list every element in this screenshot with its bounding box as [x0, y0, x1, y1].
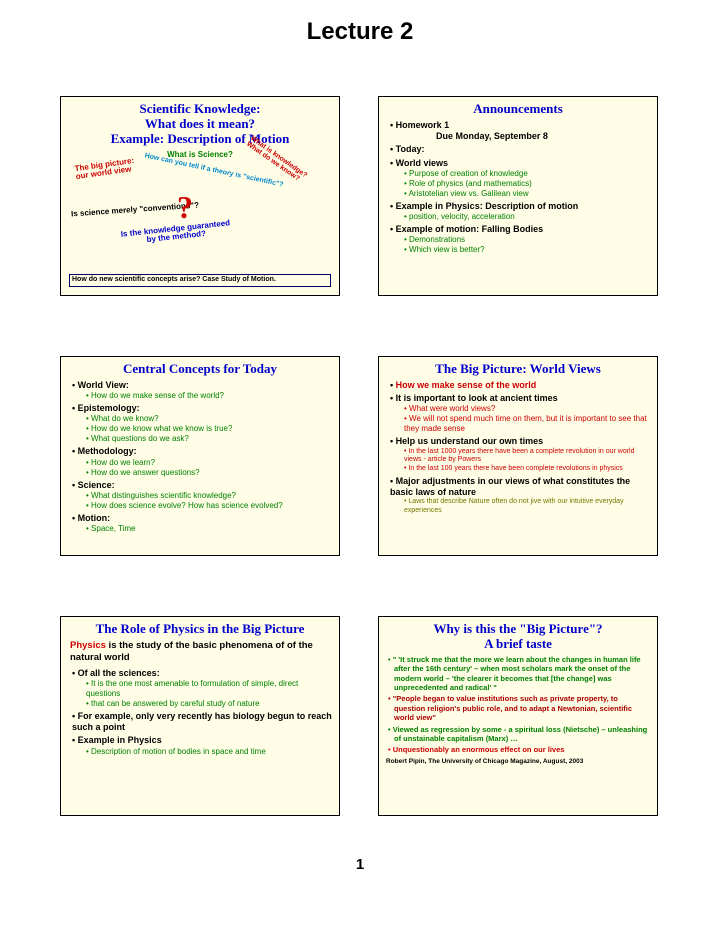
slide-6: Why is this the "Big Picture"? A brief t…: [378, 616, 658, 816]
s4-b2: Help us understand our own times: [390, 436, 650, 447]
s5-lead: Physics is the study of the basic phenom…: [70, 640, 330, 664]
s5-b3a: Description of motion of bodies in space…: [86, 747, 332, 757]
s5-b1b: that can be answered by careful study of…: [86, 699, 332, 709]
s3-sc: Science:: [72, 480, 332, 491]
s3-mo1: Space, Time: [86, 524, 332, 534]
s4-b2b: In the last 100 years there have been co…: [404, 465, 650, 474]
s2-wv2: Role of physics (and mathematics): [404, 179, 650, 189]
s3-ep2: How do we know what we know is true?: [86, 424, 332, 434]
s3-wv: World View:: [72, 380, 332, 391]
s5-lead-a: Physics: [70, 640, 106, 651]
slide5-title: The Role of Physics in the Big Picture: [68, 622, 332, 637]
s3-ep3: What questions do we ask?: [86, 434, 332, 444]
s5-b2: For example, only very recently has biol…: [72, 711, 332, 734]
s3-me2: How do we answer questions?: [86, 468, 332, 478]
slide-4: The Big Picture: World Views How we make…: [378, 356, 658, 556]
s4-b1a: What were world views?: [404, 404, 650, 414]
s6-cite: Robert Pipin, The University of Chicago …: [386, 758, 650, 766]
s3-wv1: How do we make sense of the world?: [86, 391, 332, 401]
s4-b1: It is important to look at ancient times: [390, 393, 650, 404]
s6-r2: • Unquestionably an enormous effect on o…: [394, 745, 650, 754]
slide-2: Announcements Homework 1 Due Monday, Sep…: [378, 96, 658, 296]
s3-ep1: What do we know?: [86, 414, 332, 424]
slide-1: Scientific Knowledge: What does it mean?…: [60, 96, 340, 296]
s2-fb1: Demonstrations: [404, 235, 650, 245]
question-mark-icon: ?: [177, 187, 193, 227]
slide-grid: Scientific Knowledge: What does it mean?…: [60, 96, 660, 816]
s2-ex: Example in Physics: Description of motio…: [390, 201, 650, 212]
s5-b1a: It is the one most amenable to formulati…: [86, 679, 332, 699]
page-title: Lecture 2: [60, 18, 660, 46]
s4-b3: Major adjustments in our views of what c…: [390, 476, 650, 499]
s2-hwdue: Due Monday, September 8: [436, 131, 650, 142]
slide-5: The Role of Physics in the Big Picture P…: [60, 616, 340, 816]
s2-hw: Homework 1: [390, 120, 650, 131]
slide6-title: Why is this the "Big Picture"? A brief t…: [386, 622, 650, 652]
s2-today: Today:: [390, 144, 650, 155]
slide2-title: Announcements: [386, 102, 650, 117]
page-number: 1: [60, 856, 660, 873]
s2-ex1: position, velocity, acceleration: [404, 212, 650, 222]
s4-r1: How we make sense of the world: [390, 380, 650, 391]
s2-fb2: Which view is better?: [404, 245, 650, 255]
s2-wv1: Purpose of creation of knowledge: [404, 169, 650, 179]
s5-b1: Of all the sciences:: [72, 668, 332, 679]
s5-lead-b: is the study of the basic phenomena of o…: [70, 640, 313, 663]
s2-fb: Example of motion: Falling Bodies: [390, 224, 650, 235]
s3-me1: How do we learn?: [86, 458, 332, 468]
slide4-title: The Big Picture: World Views: [386, 362, 650, 377]
s3-sc1: What distinguishes scientific knowledge?: [86, 491, 332, 501]
s6-r1: • "People began to value institutions su…: [394, 694, 650, 722]
slide1-title: Scientific Knowledge: What does it mean?…: [68, 102, 332, 147]
s2-wv: World views: [390, 158, 650, 169]
s3-ep: Epistemology:: [72, 403, 332, 414]
diag-blue2: Is the knowledge guaranteed by the metho…: [120, 219, 231, 246]
s4-b3a: Laws that describe Nature often do not j…: [404, 498, 650, 516]
slide1-green: What is Science?: [68, 150, 332, 160]
s3-me: Methodology:: [72, 446, 332, 457]
s5-b3: Example in Physics: [72, 735, 332, 746]
s4-b1b: We will not spend much time on them, but…: [404, 414, 650, 434]
slide1-box: How do new scientific concepts arise? Ca…: [69, 274, 331, 287]
s4-b2a: In the last 1000 years there have been a…: [404, 448, 650, 466]
s3-mo: Motion:: [72, 513, 332, 524]
s6-g2: • Viewed as regression by some - a spiri…: [394, 725, 650, 744]
slide3-title: Central Concepts for Today: [68, 362, 332, 377]
s3-sc2: How does science evolve? How has science…: [86, 501, 332, 511]
diag-red-left: The big picture: our world view: [74, 157, 136, 181]
s2-wv3: Aristotelian view vs. Galilean view: [404, 189, 650, 199]
s6-g1: • " 'It struck me that the more we learn…: [394, 655, 650, 693]
slide-3: Central Concepts for Today World View: H…: [60, 356, 340, 556]
